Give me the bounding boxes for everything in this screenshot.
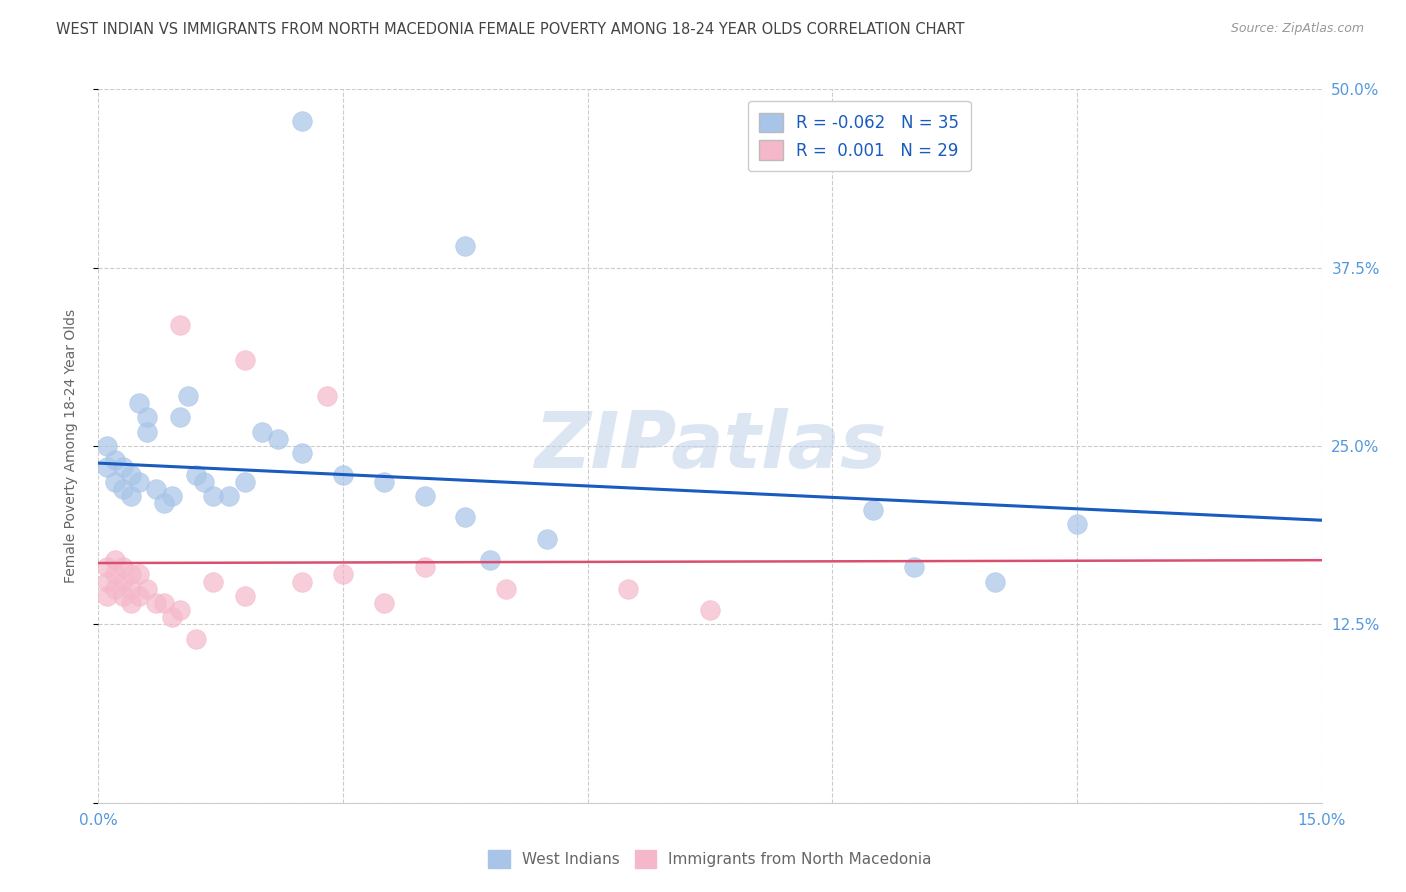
Point bbox=[111, 589, 134, 603]
Point bbox=[96, 574, 118, 589]
Point bbox=[186, 632, 208, 646]
Point bbox=[201, 489, 224, 503]
Point bbox=[536, 532, 558, 546]
Point bbox=[128, 589, 150, 603]
Point bbox=[104, 553, 127, 567]
Point bbox=[169, 603, 191, 617]
Point bbox=[169, 318, 191, 332]
Text: Source: ZipAtlas.com: Source: ZipAtlas.com bbox=[1230, 22, 1364, 36]
Point bbox=[152, 596, 174, 610]
Point bbox=[478, 553, 501, 567]
Point bbox=[291, 574, 314, 589]
Point bbox=[136, 425, 159, 439]
Point bbox=[111, 560, 134, 574]
Text: WEST INDIAN VS IMMIGRANTS FROM NORTH MACEDONIA FEMALE POVERTY AMONG 18-24 YEAR O: WEST INDIAN VS IMMIGRANTS FROM NORTH MAC… bbox=[56, 22, 965, 37]
Point bbox=[104, 582, 127, 596]
Point bbox=[169, 410, 191, 425]
Point bbox=[160, 489, 183, 503]
Point bbox=[291, 446, 314, 460]
Point bbox=[120, 567, 142, 582]
Point bbox=[96, 589, 118, 603]
Point bbox=[495, 582, 517, 596]
Text: ZIPatlas: ZIPatlas bbox=[534, 408, 886, 484]
Point bbox=[128, 567, 150, 582]
Point bbox=[373, 596, 395, 610]
Point bbox=[984, 574, 1007, 589]
Point bbox=[128, 475, 150, 489]
Legend: West Indians, Immigrants from North Macedonia: West Indians, Immigrants from North Mace… bbox=[482, 844, 938, 873]
Point bbox=[96, 439, 118, 453]
Point bbox=[96, 460, 118, 475]
Point bbox=[120, 582, 142, 596]
Y-axis label: Female Poverty Among 18-24 Year Olds: Female Poverty Among 18-24 Year Olds bbox=[63, 309, 77, 583]
Point bbox=[233, 589, 256, 603]
Point bbox=[218, 489, 240, 503]
Point bbox=[233, 353, 256, 368]
Point bbox=[315, 389, 337, 403]
Point bbox=[862, 503, 884, 517]
Point bbox=[152, 496, 174, 510]
Point bbox=[104, 475, 127, 489]
Point bbox=[177, 389, 200, 403]
Point bbox=[454, 510, 477, 524]
Point bbox=[111, 482, 134, 496]
Point bbox=[136, 410, 159, 425]
Point bbox=[373, 475, 395, 489]
Point bbox=[128, 396, 150, 410]
Point bbox=[201, 574, 224, 589]
Point bbox=[96, 560, 118, 574]
Point bbox=[160, 610, 183, 624]
Point bbox=[291, 113, 314, 128]
Point bbox=[145, 482, 167, 496]
Point bbox=[454, 239, 477, 253]
Point bbox=[267, 432, 290, 446]
Point bbox=[332, 467, 354, 482]
Point bbox=[193, 475, 215, 489]
Point bbox=[699, 603, 721, 617]
Point bbox=[104, 453, 127, 467]
Point bbox=[145, 596, 167, 610]
Point bbox=[903, 560, 925, 574]
Point bbox=[413, 560, 436, 574]
Point bbox=[136, 582, 159, 596]
Point bbox=[111, 574, 134, 589]
Point bbox=[120, 467, 142, 482]
Point bbox=[233, 475, 256, 489]
Point bbox=[1066, 517, 1088, 532]
Point bbox=[617, 582, 640, 596]
Point bbox=[120, 489, 142, 503]
Point bbox=[120, 596, 142, 610]
Point bbox=[186, 467, 208, 482]
Point bbox=[104, 567, 127, 582]
Point bbox=[111, 460, 134, 475]
Point bbox=[413, 489, 436, 503]
Point bbox=[250, 425, 273, 439]
Point bbox=[332, 567, 354, 582]
